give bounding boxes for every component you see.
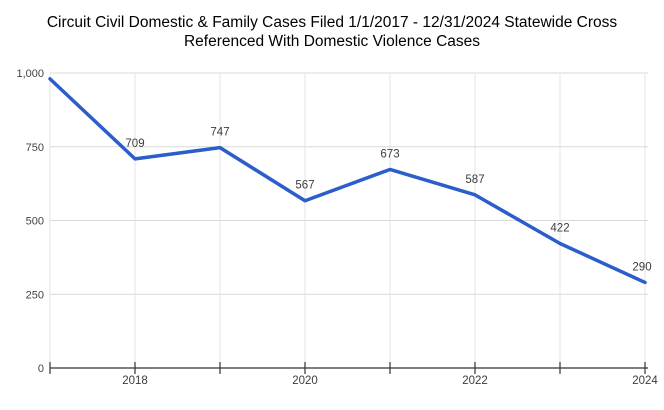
chart-title-line-2: Referenced With Domestic Violence Cases — [183, 33, 481, 50]
chart-title: Circuit Civil Domestic & Family Cases Fi… — [0, 13, 664, 51]
y-axis-tick-label: 1,000 — [16, 68, 44, 80]
data-point-label: 422 — [550, 223, 569, 235]
chart-title-line-1: Circuit Civil Domestic & Family Cases Fi… — [46, 14, 618, 31]
data-point-label: 673 — [380, 148, 399, 160]
y-axis-tick-label: 0 — [38, 363, 44, 375]
data-point-label: 587 — [465, 174, 484, 186]
x-axis-tick-label: 2022 — [462, 375, 488, 387]
data-point-label: 709 — [125, 138, 144, 150]
x-axis-tick-label: 2018 — [122, 375, 148, 387]
x-axis-tick-label: 2020 — [292, 375, 318, 387]
x-axis-tick-label: 2024 — [632, 375, 658, 387]
trend-line — [48, 77, 647, 285]
data-point-label: 290 — [632, 261, 651, 273]
y-axis-tick-label: 750 — [26, 142, 44, 154]
data-point-label: 747 — [210, 127, 229, 139]
y-axis-tick-label: 500 — [26, 216, 44, 228]
data-point-label: 567 — [295, 180, 314, 192]
y-axis-tick-label: 250 — [26, 289, 44, 301]
